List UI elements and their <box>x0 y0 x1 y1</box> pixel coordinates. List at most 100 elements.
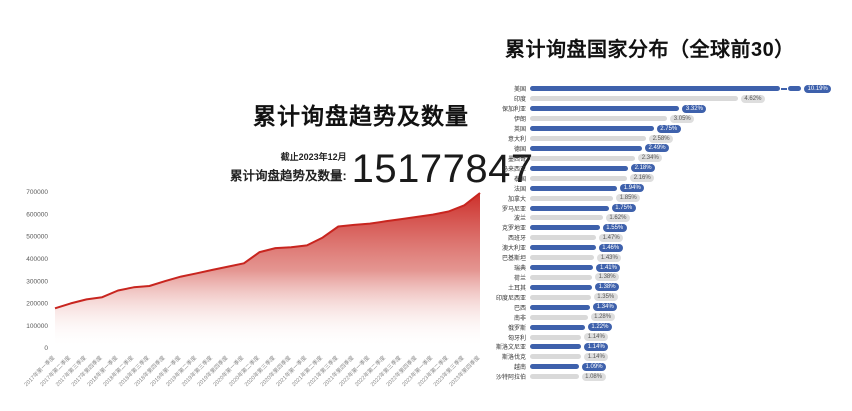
trend-area-chart: 700000 600000 500000 400000 300000 200000 1000… <box>22 189 482 388</box>
value-badge: 1.08% <box>581 372 606 381</box>
country-label: 波兰 <box>513 216 526 223</box>
bar-row: 越南 1.09% <box>490 362 850 372</box>
value-badge: 1.47% <box>599 233 624 242</box>
country-label: 巴西 <box>513 305 526 312</box>
area-fill <box>55 193 480 348</box>
bar <box>530 294 591 300</box>
bar-row: 匈牙利 1.14% <box>490 332 850 342</box>
value-badge: 1.38% <box>595 273 620 282</box>
country-label: 德国 <box>513 146 526 153</box>
value-badge: 1.35% <box>593 293 618 302</box>
bar <box>530 155 636 161</box>
bar <box>530 344 582 350</box>
axis-break-dash <box>781 88 787 90</box>
value-badge: 4.62% <box>740 94 765 103</box>
value-badge: 2.49% <box>645 144 670 153</box>
country-label: 泰国 <box>513 176 526 183</box>
bar-row: 澳大利亚 1.46% <box>490 243 850 253</box>
value-badge: 1.34% <box>593 303 618 312</box>
bar <box>530 116 668 122</box>
bar-row: 斯洛文尼亚 1.14% <box>490 342 850 352</box>
y-axis-tick-label: 300000 <box>26 278 48 285</box>
country-label: 南非 <box>513 315 526 322</box>
country-label: 加拿大 <box>507 196 526 203</box>
value-badge: 1.55% <box>602 223 627 232</box>
bar-row: 克罗地亚 1.55% <box>490 223 850 233</box>
trend-stat-captions: 截止2023年12月 累计询盘趋势及数量: <box>230 150 347 188</box>
bar-segment-after-break <box>788 86 801 92</box>
bar-segment-main <box>530 86 780 92</box>
value-badge: 1.43% <box>597 253 622 262</box>
value-badge: 1.14% <box>584 342 609 351</box>
value-badge: 1.75% <box>611 204 636 213</box>
bar-row: 马来西亚 2.18% <box>490 163 850 173</box>
country-chart-title: 累计询盘国家分布（全球前30） <box>505 39 795 61</box>
country-label: 越南 <box>513 365 526 372</box>
bar-row: 加拿大 1.85% <box>490 193 850 203</box>
y-axis-tick-label: 0 <box>44 345 48 352</box>
bar <box>530 245 596 251</box>
bar <box>530 314 588 320</box>
country-label: 罗马尼亚 <box>501 206 526 213</box>
bar <box>530 126 654 132</box>
country-label: 马来西亚 <box>501 166 526 173</box>
value-badge: 2.34% <box>638 154 663 163</box>
bar-row: 荷兰 1.38% <box>490 273 850 283</box>
value-badge: 1.85% <box>616 194 641 203</box>
bar-row: 西班牙 1.47% <box>490 233 850 243</box>
country-label: 美国 <box>513 87 526 94</box>
bar-row: 南非 1.28% <box>490 312 850 322</box>
stat-date-note: 截止2023年12月 <box>280 152 347 162</box>
country-label: 伊朗 <box>513 117 526 124</box>
y-axis-tick-label: 400000 <box>26 256 48 263</box>
value-badge: 2.18% <box>631 164 656 173</box>
value-badge: 1.38% <box>595 283 620 292</box>
value-badge: 1.94% <box>620 184 645 193</box>
value-badge: 1.14% <box>584 352 609 361</box>
value-badge: 2.75% <box>656 124 681 133</box>
y-axis-tick-label: 600000 <box>26 211 48 218</box>
trend-chart-title: 累计询盘趋势及数量 <box>253 103 469 129</box>
bar-row: 伊朗 3.05% <box>490 114 850 124</box>
value-badge: 1.28% <box>590 313 615 322</box>
country-label: 匈牙利 <box>507 335 526 342</box>
bar-row: 意大利 2.58% <box>490 134 850 144</box>
stat-total-value: 15177847 <box>351 147 534 191</box>
bar <box>530 96 738 102</box>
bar <box>530 165 629 171</box>
country-label: 印度 <box>513 97 526 104</box>
bar <box>530 185 618 191</box>
y-axis-tick-label: 500000 <box>26 234 48 241</box>
country-label: 西班牙 <box>507 236 526 243</box>
bar <box>530 255 595 261</box>
bar <box>530 304 591 310</box>
value-badge: 1.46% <box>598 243 623 252</box>
bar <box>530 106 680 112</box>
value-badge: 2.58% <box>649 134 674 143</box>
bar-row: 印度 4.62% <box>490 94 850 104</box>
bar <box>530 205 609 211</box>
bar <box>530 364 580 370</box>
bar <box>530 215 603 221</box>
country-label: 英国 <box>513 127 526 134</box>
country-label: 巴基斯坦 <box>501 256 526 263</box>
bar <box>530 235 597 241</box>
value-badge: 10.19% <box>804 84 832 93</box>
bar <box>530 274 593 280</box>
bar-row: 法国 1.94% <box>490 183 850 193</box>
country-label: 墨西哥 <box>507 156 526 163</box>
value-badge: 2.16% <box>630 174 655 183</box>
country-label: 土耳其 <box>507 285 526 292</box>
country-bar-chart: 美国 10.19% 印度 4.62% 保加利亚 3.32% 伊朗 3.05% 英国 2.75% 意大… <box>490 84 850 382</box>
bar <box>530 284 593 290</box>
bar-row: 土耳其 1.38% <box>490 282 850 292</box>
bar <box>530 136 647 142</box>
trend-line <box>54 192 481 310</box>
bar <box>530 265 594 271</box>
country-label: 斯洛文尼亚 <box>495 345 526 352</box>
bar <box>530 324 585 330</box>
bar-row: 美国 10.19% <box>490 84 850 94</box>
value-badge: 1.14% <box>584 333 609 341</box>
country-label: 瑞典 <box>513 266 526 273</box>
